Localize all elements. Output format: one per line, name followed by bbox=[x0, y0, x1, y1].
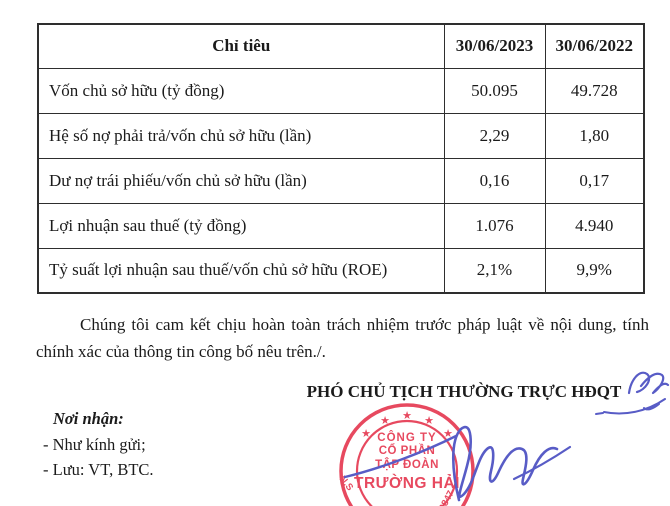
star-icon: ★ bbox=[443, 428, 453, 440]
row-value-2022: 4.940 bbox=[544, 202, 645, 249]
table-row: Tỷ suất lợi nhuận sau thuế/vốn chủ sở hữ… bbox=[37, 247, 645, 294]
star-icon: ★ bbox=[424, 415, 434, 427]
stamp-line-1: CÔNG TY bbox=[377, 431, 436, 444]
row-value-2023: 2,1% bbox=[443, 247, 546, 294]
stamp-inner-circle bbox=[355, 419, 459, 506]
signature-tail-stroke bbox=[512, 445, 572, 481]
row-value-2023: 0,16 bbox=[443, 157, 546, 204]
row-label: Tỷ suất lợi nhuận sau thuế/vốn chủ sở hữ… bbox=[37, 247, 445, 294]
recipient-item: - Lưu: VT, BTC. bbox=[43, 460, 154, 479]
row-value-2022: 49.728 bbox=[544, 67, 645, 114]
table-row: Lợi nhuận sau thuế (tỷ đồng) 1.076 4.940 bbox=[37, 202, 645, 249]
stamp-outer-circle bbox=[339, 403, 475, 506]
recipient-item: - Như kính gửi; bbox=[43, 435, 146, 454]
star-icon: ★ bbox=[380, 415, 390, 427]
column-header-2023: 30/06/2023 bbox=[443, 23, 546, 69]
commitment-line-1: Chúng tôi cam kết chịu hoàn toàn trách n… bbox=[80, 315, 649, 334]
row-label: Dư nợ trái phiếu/vốn chủ sở hữu (lần) bbox=[37, 157, 445, 204]
recipients-block: Nơi nhận: - Như kính gửi; - Lưu: VT, BTC… bbox=[43, 409, 154, 482]
row-value-2022: 9,9% bbox=[544, 247, 645, 294]
row-value-2023: 50.095 bbox=[443, 67, 546, 114]
signer-title: PHÓ CHỦ TỊCH THƯỜNG TRỰC HĐQT bbox=[306, 382, 622, 401]
stamp-ring-text-left: N.S bbox=[337, 474, 355, 493]
row-value-2022: 0,17 bbox=[544, 157, 645, 204]
column-header-indicator: Chỉ tiêu bbox=[37, 23, 445, 69]
stamp-line-2: CỔ PHẦN bbox=[379, 444, 436, 457]
table-row: Dư nợ trái phiếu/vốn chủ sở hữu (lần) 0,… bbox=[37, 157, 645, 204]
stamp-stars: ★ ★ ★ ★ ★ bbox=[361, 410, 453, 440]
commitment-line-2: chính xác của thông tin công bố nêu trên… bbox=[36, 342, 326, 361]
star-icon: ★ bbox=[402, 410, 412, 422]
stamp-ring-text-right: 2847 bbox=[437, 489, 457, 506]
signature-cross-stroke bbox=[343, 434, 458, 479]
handwritten-signature bbox=[343, 425, 572, 502]
column-header-2022: 30/06/2022 bbox=[544, 23, 645, 69]
financial-indicators-table: Chỉ tiêu 30/06/2023 30/06/2022 Vốn chủ s… bbox=[37, 23, 645, 294]
initials-dash bbox=[595, 412, 604, 415]
recipients-heading: Nơi nhận: bbox=[53, 409, 124, 428]
table-header-row: Chỉ tiêu 30/06/2023 30/06/2022 bbox=[37, 23, 645, 69]
row-label: Vốn chủ sở hữu (tỷ đồng) bbox=[37, 67, 445, 114]
signature-main-stroke bbox=[452, 425, 559, 502]
stamp-line-3: TẬP ĐOÀN bbox=[375, 458, 439, 471]
row-value-2022: 1,80 bbox=[544, 112, 645, 159]
table-row: Vốn chủ sở hữu (tỷ đồng) 50.095 49.728 bbox=[37, 67, 645, 114]
row-value-2023: 1.076 bbox=[443, 202, 546, 249]
star-icon: ★ bbox=[361, 428, 371, 440]
stamp-line-4: TRƯỜNG HẢI bbox=[354, 474, 460, 492]
row-value-2023: 2,29 bbox=[443, 112, 546, 159]
row-label: Hệ số nợ phải trả/vốn chủ sở hữu (lần) bbox=[37, 112, 445, 159]
commitment-paragraph: Chúng tôi cam kết chịu hoàn toàn trách n… bbox=[36, 311, 649, 365]
row-label: Lợi nhuận sau thuế (tỷ đồng) bbox=[37, 202, 445, 249]
table-row: Hệ số nợ phải trả/vốn chủ sở hữu (lần) 2… bbox=[37, 112, 645, 159]
company-seal-stamp: ★ ★ ★ ★ ★ CÔNG TY CỔ PHẦN TẬP ĐOÀN TRƯỜN… bbox=[337, 403, 475, 506]
